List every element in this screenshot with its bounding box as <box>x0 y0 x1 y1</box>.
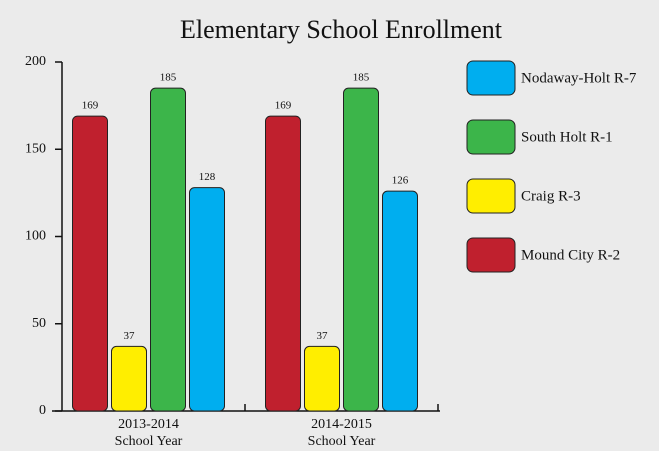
bar <box>343 87 379 412</box>
legend-swatch <box>466 119 516 155</box>
bar <box>72 115 108 412</box>
legend-label: Nodaway-Holt R-7 <box>521 70 637 86</box>
legend-swatch <box>466 237 516 273</box>
y-tick-label: 200 <box>25 54 46 69</box>
value-label: 169 <box>82 100 99 112</box>
x-tick-label: 2013-2014 <box>118 417 179 432</box>
value-label: 185 <box>160 72 177 84</box>
chart-title: Elementary School Enrollment <box>180 15 503 44</box>
legend-label: Mound City R-2 <box>521 247 620 263</box>
bar <box>150 87 186 412</box>
y-tick-label: 150 <box>25 141 46 156</box>
x-tick-label: 2014-2015 <box>311 417 372 432</box>
bar <box>189 187 225 412</box>
value-label: 169 <box>275 100 292 112</box>
bar <box>111 345 147 412</box>
value-label: 128 <box>199 171 216 183</box>
x-tick-label: School Year <box>308 434 376 449</box>
value-label: 126 <box>392 175 409 187</box>
value-label: 37 <box>124 330 136 342</box>
y-tick-label: 0 <box>39 403 46 418</box>
legend-swatch <box>466 178 516 214</box>
bar <box>304 345 340 412</box>
y-tick-label: 50 <box>32 316 46 331</box>
legend-label: South Holt R-1 <box>521 129 613 145</box>
bar <box>382 190 418 412</box>
y-tick-label: 100 <box>25 229 46 244</box>
legend-label: Craig R-3 <box>521 188 581 204</box>
legend-swatch <box>466 60 516 96</box>
value-label: 37 <box>317 330 329 342</box>
bar <box>265 115 301 412</box>
x-tick-label: School Year <box>115 434 183 449</box>
value-label: 185 <box>353 72 370 84</box>
